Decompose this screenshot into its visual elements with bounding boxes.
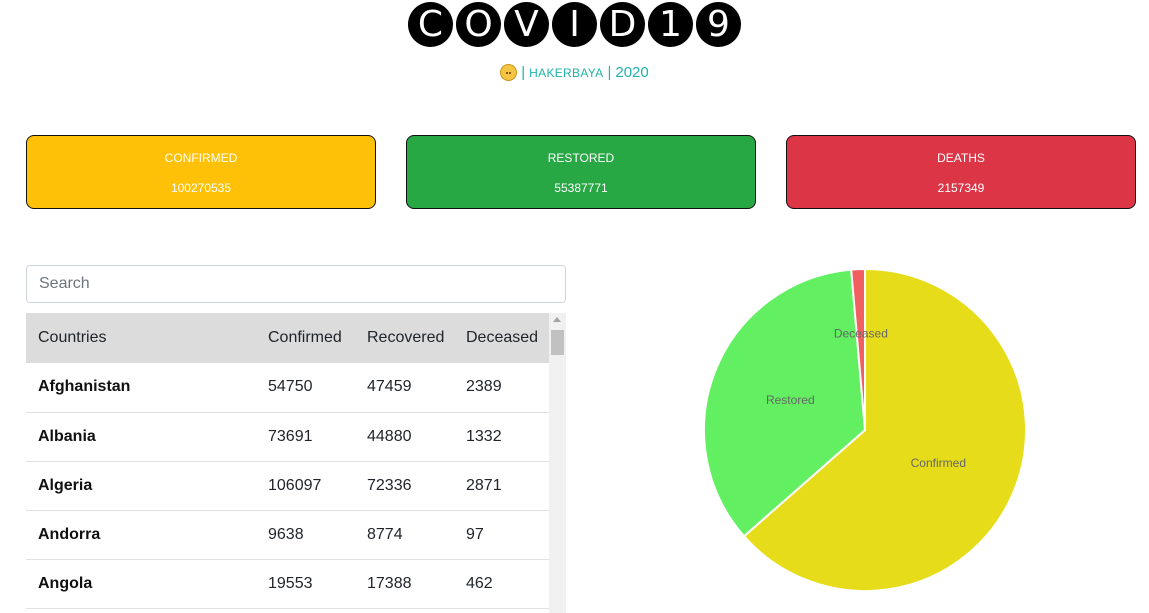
recovered-cell: 44880 xyxy=(367,427,412,445)
countries-table-container[interactable]: Countries Confirmed Recovered Deceased A… xyxy=(26,313,566,613)
column-header-confirmed[interactable]: Confirmed xyxy=(268,329,342,346)
column-header-deceased[interactable]: Deceased xyxy=(466,329,539,346)
country-cell: Andorra xyxy=(38,525,101,543)
face-emoji-icon xyxy=(500,64,518,81)
table-row[interactable]: Andorra 9638 8774 97 xyxy=(26,510,549,559)
pie-label-confirmed: Confirmed xyxy=(911,456,966,470)
separator: | xyxy=(607,64,612,81)
column-header-recovered[interactable]: Recovered xyxy=(367,329,445,346)
pie-label-restored: Restored xyxy=(766,393,815,407)
countries-table: Countries Confirmed Recovered Deceased A… xyxy=(26,313,549,609)
confirmed-label: CONFIRMED xyxy=(164,151,238,165)
confirmed-cell: 106097 xyxy=(268,476,322,494)
deaths-label: DEATHS xyxy=(937,151,985,165)
title-letter: O xyxy=(456,2,501,47)
title-letter: C xyxy=(408,2,453,47)
deceased-cell: 462 xyxy=(466,574,493,592)
confirmed-cell: 73691 xyxy=(268,427,313,445)
deceased-cell: 2871 xyxy=(466,476,502,494)
app-title: C O V I D 1 9 xyxy=(0,2,1149,47)
search-input[interactable] xyxy=(26,265,566,303)
title-letter: 1 xyxy=(648,2,693,47)
country-cell: Afghanistan xyxy=(38,378,131,396)
deaths-value: 2157349 xyxy=(937,181,985,195)
scrollbar-thumb[interactable] xyxy=(551,330,564,355)
confirmed-card: CONFIRMED 100270535 xyxy=(26,135,376,209)
restored-label: RESTORED xyxy=(547,151,615,165)
column-header-countries[interactable]: Countries xyxy=(38,329,107,346)
recovered-cell: 8774 xyxy=(367,525,403,543)
country-cell: Albania xyxy=(38,427,96,445)
title-letter: V xyxy=(504,2,549,47)
scroll-up-arrow-icon[interactable] xyxy=(553,317,561,322)
recovered-cell: 17388 xyxy=(367,574,412,592)
deceased-cell: 1332 xyxy=(466,427,502,445)
pie-slice-confirmed[interactable] xyxy=(742,267,1027,592)
table-row[interactable]: Albania 73691 44880 1332 xyxy=(26,412,549,461)
author-line: | HAKERBAYA | 2020 xyxy=(0,64,1149,81)
author-link[interactable]: HAKERBAYA xyxy=(529,65,604,80)
confirmed-cell: 9638 xyxy=(268,525,304,543)
cases-pie-chart: Confirmed Restored Deceased xyxy=(703,267,1027,592)
pie-slice-restored[interactable] xyxy=(703,268,867,538)
deaths-card: DEATHS 2157349 xyxy=(786,135,1136,209)
recovered-cell: 72336 xyxy=(367,476,412,494)
deceased-cell: 97 xyxy=(466,525,484,543)
pie-label-deceased: Deceased xyxy=(834,326,888,340)
restored-card: RESTORED 55387771 xyxy=(406,135,756,209)
table-row[interactable]: Angola 19553 17388 462 xyxy=(26,559,549,608)
table-row[interactable]: Algeria 106097 72336 2871 xyxy=(26,461,549,510)
table-row[interactable]: Afghanistan 54750 47459 2389 xyxy=(26,363,549,412)
table-header-row: Countries Confirmed Recovered Deceased xyxy=(26,313,549,363)
deceased-cell: 2389 xyxy=(466,378,502,396)
table-scrollbar[interactable] xyxy=(549,313,566,613)
title-letter: D xyxy=(600,2,645,47)
restored-value: 55387771 xyxy=(554,181,608,195)
country-cell: Angola xyxy=(38,574,93,592)
pie-slice-deceased[interactable] xyxy=(850,267,866,431)
confirmed-value: 100270535 xyxy=(170,181,232,195)
confirmed-cell: 19553 xyxy=(268,574,313,592)
confirmed-cell: 54750 xyxy=(268,378,313,396)
title-letter: 9 xyxy=(696,2,741,47)
title-letter: I xyxy=(552,2,597,47)
recovered-cell: 47459 xyxy=(367,378,412,396)
separator: | xyxy=(521,64,526,81)
year-text: 2020 xyxy=(615,64,649,81)
country-cell: Algeria xyxy=(38,476,93,494)
